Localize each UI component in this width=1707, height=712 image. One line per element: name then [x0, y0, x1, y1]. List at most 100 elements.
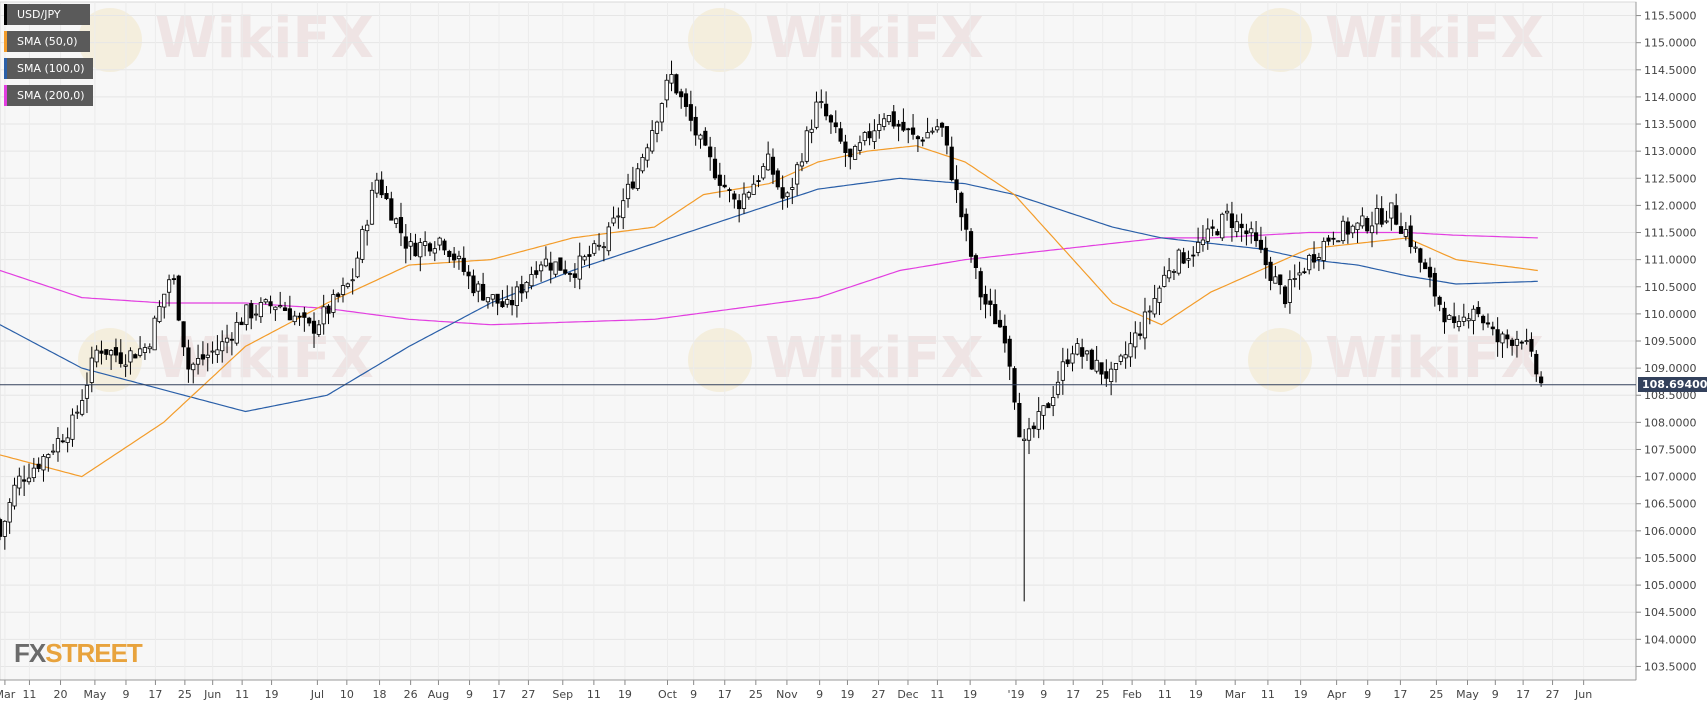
candle-body	[1128, 343, 1133, 358]
candle-body	[1026, 428, 1032, 441]
legend-label: USD/JPY	[17, 8, 61, 21]
candle-body	[1118, 355, 1123, 362]
candle-body	[437, 237, 442, 246]
candle-body	[920, 139, 925, 142]
x-tick-label: Jun	[1574, 688, 1592, 701]
candle-body	[1041, 405, 1046, 416]
sma200-line	[0, 231, 1538, 326]
candle-body	[2, 520, 7, 537]
x-tick-label: 25	[178, 688, 192, 701]
candle-body	[418, 242, 423, 258]
candle-body	[968, 231, 974, 257]
candle-body	[1490, 326, 1495, 330]
y-tick-label: 106.0000	[1644, 525, 1697, 538]
candle-body	[326, 305, 331, 314]
candle-body	[717, 174, 722, 186]
candle-body	[529, 274, 534, 287]
y-tick-label: 111.5000	[1644, 227, 1697, 240]
candle-body	[1302, 271, 1307, 274]
candle-body	[394, 218, 399, 224]
candle-body	[1133, 332, 1138, 348]
legend-label: SMA (200,0)	[17, 89, 85, 102]
legend-swatch	[4, 4, 7, 25]
x-tick-label: 17	[1393, 688, 1407, 701]
legend-item-usdjpy[interactable]: USD/JPY	[4, 4, 90, 25]
candle-body	[403, 236, 408, 249]
x-tick-label: 11	[930, 688, 944, 701]
watermark-mark	[688, 328, 752, 392]
candle-body	[838, 128, 843, 142]
candle-body	[345, 283, 350, 287]
y-tick-label: 114.5000	[1644, 64, 1697, 77]
candle-body	[1336, 240, 1341, 243]
legend-item-sma100[interactable]: SMA (100,0)	[4, 58, 93, 79]
candle-body	[1311, 254, 1317, 263]
candle-body	[316, 324, 321, 335]
candle-body	[988, 300, 993, 305]
candle-body	[1051, 397, 1056, 406]
y-tick-label: 113.0000	[1644, 145, 1697, 158]
y-tick-label: 110.0000	[1644, 308, 1697, 321]
candle-body	[993, 304, 998, 325]
x-tick-label: Jul	[310, 688, 324, 701]
watermark-mark	[688, 8, 752, 72]
candle-body	[843, 141, 848, 153]
candle-body	[954, 179, 959, 191]
candle-body	[1225, 210, 1230, 214]
candle-body	[867, 131, 872, 139]
candle-body	[538, 264, 544, 272]
legend-item-sma200[interactable]: SMA (200,0)	[4, 85, 93, 106]
candle-body	[906, 128, 911, 131]
candle-body	[22, 479, 27, 482]
y-tick-label: 105.0000	[1644, 579, 1697, 592]
candle-body	[171, 278, 177, 281]
candle-body	[215, 349, 220, 355]
y-tick-label: 108.5000	[1644, 389, 1697, 402]
candle-body	[302, 312, 307, 318]
candle-body	[1244, 230, 1249, 235]
candle-body	[398, 217, 404, 234]
candle-body	[118, 352, 123, 364]
sma50-line	[0, 145, 1538, 478]
candle-body	[321, 306, 326, 325]
candle-body	[490, 294, 495, 300]
candle-body	[355, 257, 360, 278]
candle-body	[882, 118, 887, 127]
x-tick-label: May	[84, 688, 107, 701]
x-tick-label: 17	[1066, 688, 1080, 701]
candle-body	[674, 74, 679, 94]
candle-body	[514, 286, 520, 306]
candle-body	[1398, 226, 1404, 234]
candle-body	[596, 244, 602, 247]
legend-item-sma50[interactable]: SMA (50,0)	[4, 31, 90, 52]
candle-body	[534, 270, 539, 275]
candle-body	[592, 243, 597, 254]
candle-body	[1002, 325, 1007, 344]
candle-body	[36, 463, 41, 469]
x-tick-label: 11	[587, 688, 601, 701]
candle-body	[930, 130, 935, 133]
legend-label: SMA (100,0)	[17, 62, 85, 75]
candle-body	[780, 187, 785, 199]
watermark-text: WikiFX	[765, 326, 984, 391]
candle-body	[278, 305, 283, 308]
candle-body	[427, 243, 433, 252]
candle-body	[1307, 255, 1312, 271]
candle-body	[389, 198, 394, 221]
candle-body	[915, 136, 920, 140]
candle-body	[350, 279, 355, 282]
candle-body	[563, 269, 568, 274]
candle-body	[601, 246, 606, 249]
candle-body	[877, 123, 882, 131]
candle-body	[1268, 261, 1273, 281]
candle-body	[587, 254, 592, 257]
candle-body	[1340, 220, 1346, 242]
candle-body	[1215, 231, 1220, 236]
candle-body	[712, 158, 718, 179]
candle-body	[1234, 221, 1239, 233]
candle-body	[123, 364, 128, 367]
candle-body	[1273, 276, 1278, 284]
candle-body	[756, 180, 761, 182]
candle-body	[1365, 218, 1370, 232]
